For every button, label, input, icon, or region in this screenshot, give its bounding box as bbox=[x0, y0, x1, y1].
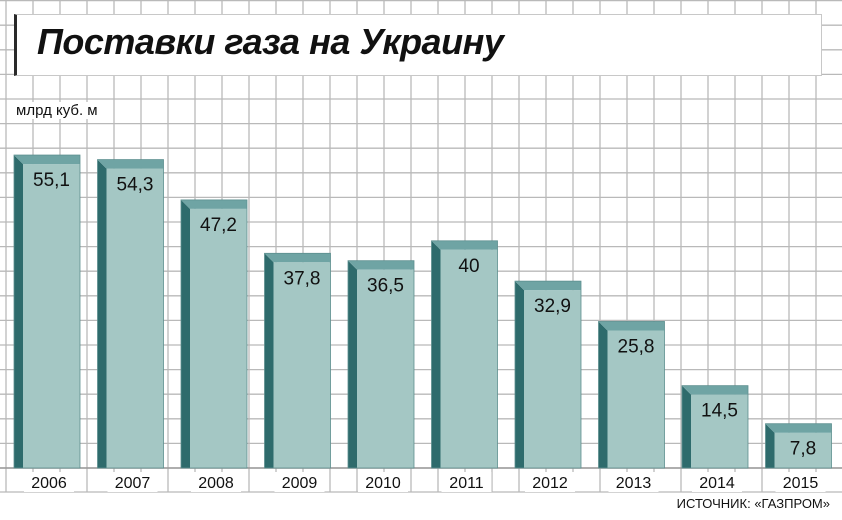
bar-face bbox=[774, 432, 832, 468]
bar-top bbox=[515, 281, 581, 291]
tick-label-background bbox=[441, 472, 492, 492]
x-tick-label: 2011 bbox=[449, 475, 484, 492]
bars: 55,1 54,3 47,2 37,8 36,5 40 32,9 25,8 14,5 7,8 bbox=[13, 154, 832, 469]
bar-top bbox=[598, 321, 665, 331]
bar-outline bbox=[97, 159, 164, 469]
bar-face bbox=[357, 269, 414, 468]
bar-side bbox=[598, 321, 608, 468]
tick-label-background bbox=[107, 472, 158, 492]
bar-side bbox=[14, 155, 23, 469]
tick-label-background bbox=[191, 472, 241, 492]
bar-side bbox=[515, 281, 524, 468]
bar-face bbox=[440, 249, 498, 468]
bar-top bbox=[431, 240, 498, 250]
bar-value-label: 54,3 bbox=[117, 175, 154, 196]
bar-side bbox=[431, 240, 441, 468]
bar-side bbox=[682, 385, 691, 468]
x-tick-label: 2015 bbox=[783, 475, 819, 492]
bar-value-label: 37,8 bbox=[284, 268, 321, 289]
tick-label-background bbox=[24, 472, 74, 492]
bar-side bbox=[348, 260, 357, 468]
bar-face bbox=[190, 208, 247, 469]
x-tick-label: 2014 bbox=[699, 475, 735, 492]
x-tick-label: 2009 bbox=[282, 475, 318, 492]
bar-face bbox=[607, 330, 665, 468]
chart-title: Поставки газа на Украину bbox=[37, 21, 504, 62]
bar-2010: 36,5 bbox=[347, 260, 415, 469]
tick-label-background bbox=[358, 472, 408, 492]
bar-2009: 37,8 bbox=[264, 252, 331, 469]
bar-face bbox=[524, 290, 581, 468]
bar-top bbox=[14, 155, 80, 165]
tick-label-background bbox=[525, 472, 575, 492]
bar-side bbox=[181, 199, 190, 469]
bar-top bbox=[97, 159, 164, 169]
bar-side bbox=[97, 159, 107, 469]
bar-top bbox=[348, 260, 414, 270]
x-axis-tick-labels: 2006 2007 2008 2009 2010 2011 2012 2013 2014 2015 bbox=[24, 472, 826, 492]
bar-top bbox=[264, 253, 331, 263]
tick-label-background bbox=[692, 472, 742, 492]
x-tick-label: 2008 bbox=[198, 475, 234, 492]
tick-label-background bbox=[775, 472, 826, 492]
x-tick-label: 2007 bbox=[115, 475, 151, 492]
bar-value-label: 14,5 bbox=[701, 401, 738, 422]
bar-2012: 32,9 bbox=[514, 280, 582, 469]
bar-face bbox=[23, 164, 80, 469]
bar-top bbox=[181, 199, 247, 209]
bar-2013: 25,8 bbox=[598, 321, 665, 469]
bar-outline bbox=[681, 385, 749, 469]
bar-2007: 54,3 bbox=[97, 159, 164, 469]
bar-face bbox=[106, 168, 164, 469]
source-note: ИСТОЧНИК: «ГАЗПРОМ» bbox=[674, 496, 832, 511]
bar-outline bbox=[180, 199, 248, 469]
y-axis-unit-label: млрд куб. м bbox=[16, 102, 102, 119]
bar-value-label: 47,2 bbox=[200, 215, 237, 236]
bar-side bbox=[264, 253, 274, 468]
x-tick-label: 2010 bbox=[365, 475, 401, 492]
bar-outline bbox=[598, 321, 665, 469]
bar-value-label: 25,8 bbox=[618, 336, 655, 357]
bar-value-label: 7,8 bbox=[790, 439, 816, 460]
bar-side bbox=[765, 423, 775, 468]
bar-2006: 55,1 bbox=[13, 154, 81, 469]
tick-label-background bbox=[274, 472, 325, 492]
bar-outline bbox=[347, 260, 415, 469]
bar-2008: 47,2 bbox=[180, 199, 248, 469]
bar-outline bbox=[431, 240, 498, 469]
tick-label-background bbox=[608, 472, 659, 492]
bar-outline bbox=[514, 280, 582, 469]
bar-outline bbox=[264, 252, 331, 469]
bar-top bbox=[765, 423, 832, 433]
bar-face bbox=[273, 262, 331, 468]
bar-value-label: 36,5 bbox=[367, 276, 404, 297]
title-box: Поставки газа на Украину bbox=[14, 14, 822, 76]
bar-2014: 14,5 bbox=[681, 385, 749, 469]
bar-face bbox=[691, 394, 748, 468]
bar-value-label: 40 bbox=[458, 256, 479, 277]
bar-2011: 40 bbox=[431, 240, 498, 469]
bar-outline bbox=[765, 423, 832, 469]
x-tick-label: 2006 bbox=[31, 475, 67, 492]
bar-value-label: 32,9 bbox=[534, 296, 571, 317]
x-tick-label: 2013 bbox=[616, 475, 652, 492]
bar-value-label: 55,1 bbox=[33, 170, 70, 191]
bar-2015: 7,8 bbox=[765, 423, 832, 469]
bar-outline bbox=[13, 154, 81, 469]
x-tick-label: 2012 bbox=[532, 475, 568, 492]
bar-top bbox=[682, 385, 748, 395]
